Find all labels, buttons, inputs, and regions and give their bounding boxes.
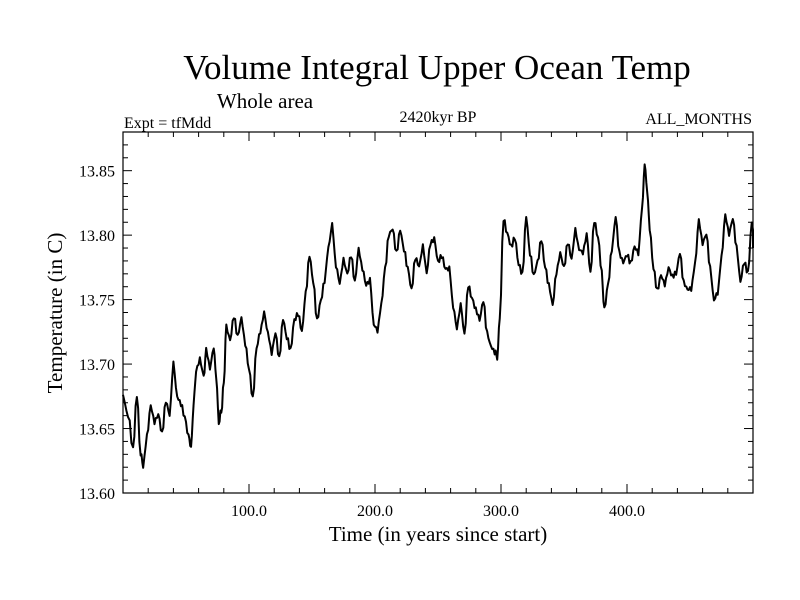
x-tick-label: 300.0 [483,503,519,520]
y-tick-label: 13.85 [79,164,115,181]
x-tick-labels: 100.0 200.0 300.0 400.0 [231,503,645,520]
y-tick-label: 13.75 [79,293,115,310]
y-tick-label: 13.65 [79,422,115,439]
x-tick-label: 100.0 [231,503,267,520]
period-label: 2420kyr BP [400,109,477,126]
months-label: ALL_MONTHS [645,111,752,128]
y-axis-label: Temperature (in C) [43,233,67,394]
y-tick-labels: 13.60 13.65 13.70 13.75 13.80 13.85 [79,164,115,503]
chart-subtitle: Whole area [217,89,314,113]
experiment-label: Expt = tfMdd [124,115,211,132]
x-tick-label: 200.0 [357,503,393,520]
plot-frame [122,131,754,494]
y-tick-label: 13.80 [79,228,115,245]
chart-title: Volume Integral Upper Ocean Temp [183,48,690,87]
x-tick-label: 400.0 [609,503,645,520]
axis-ticks [123,131,753,494]
series-line-temperature [122,163,754,469]
y-tick-label: 13.70 [79,357,115,374]
y-tick-label: 13.60 [79,486,115,503]
x-axis-label: Time (in years since start) [329,522,548,546]
